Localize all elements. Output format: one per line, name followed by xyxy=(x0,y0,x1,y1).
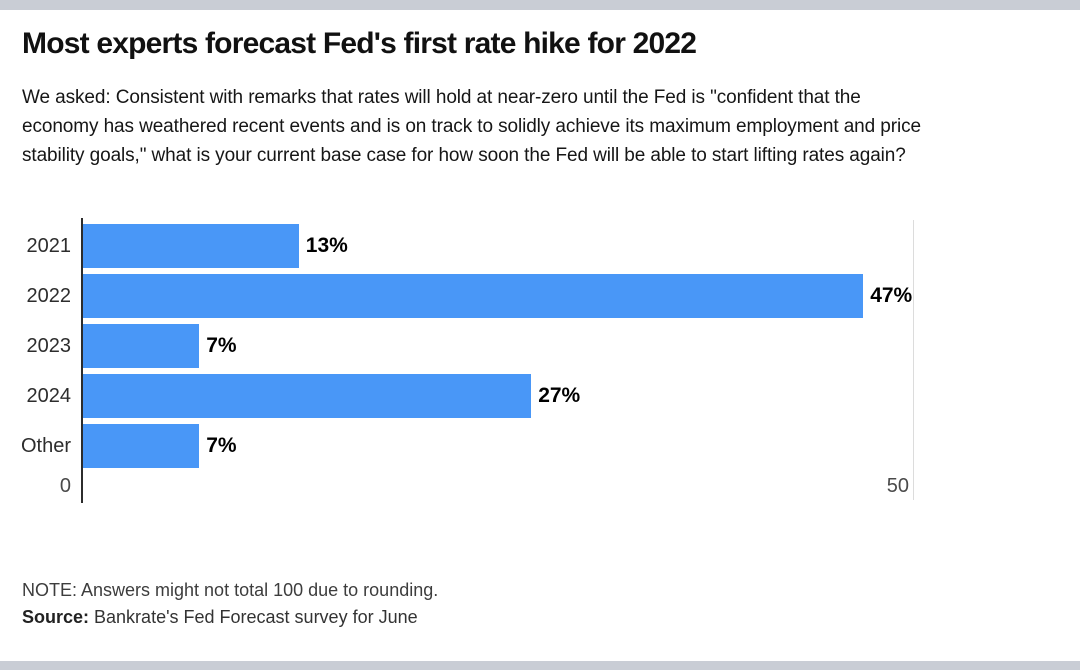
value-label: 7% xyxy=(206,334,237,357)
bar-chart: 2021 13% 2022 47% 2023 7% 2024 27% Other 7% 0 50 xyxy=(0,218,1080,503)
bar xyxy=(83,374,532,418)
bar-row-2023: 2023 7% xyxy=(0,321,1080,371)
subtitle-line-3: stability goals," what is your current b… xyxy=(22,145,906,166)
value-label: 7% xyxy=(206,434,237,457)
bar xyxy=(83,224,299,268)
bar xyxy=(83,324,200,368)
source-label: Source: xyxy=(22,607,90,627)
value-label: 13% xyxy=(305,234,348,257)
category-label: Other xyxy=(20,434,71,457)
y-axis-line xyxy=(81,218,83,503)
chart-subtitle: We asked: Consistent with remarks that r… xyxy=(22,83,921,170)
x-tick-0: 0 xyxy=(59,475,71,497)
bar-area: 47% xyxy=(83,274,912,318)
value-label: 27% xyxy=(538,384,581,407)
category-label: 2021 xyxy=(26,234,72,257)
bar-area: 7% xyxy=(83,424,237,468)
bottom-border-bar xyxy=(0,661,1080,670)
note-text: NOTE: Answers might not total 100 due to… xyxy=(22,580,439,600)
subtitle-line-2: economy has weathered recent events and … xyxy=(22,116,921,137)
subtitle-line-1: We asked: Consistent with remarks that r… xyxy=(22,87,861,108)
bar xyxy=(83,274,864,318)
bar-area: 27% xyxy=(83,374,580,418)
bars-container: 2021 13% 2022 47% 2023 7% 2024 27% Other 7% xyxy=(0,221,1080,471)
category-label: 2023 xyxy=(26,334,72,357)
chart-title: Most experts forecast Fed's first rate h… xyxy=(22,27,697,60)
top-border-bar xyxy=(0,0,1080,10)
x-tick-50: 50 xyxy=(886,475,909,497)
gridline-50 xyxy=(913,220,914,500)
source-line: Source: Bankrate's Fed Forecast survey f… xyxy=(22,607,418,628)
bar-row-other: Other 7% xyxy=(0,421,1080,471)
source-text: Bankrate's Fed Forecast survey for June xyxy=(89,607,418,627)
bar-area: 13% xyxy=(83,224,348,268)
bar-area: 7% xyxy=(83,324,237,368)
bar-row-2024: 2024 27% xyxy=(0,371,1080,421)
category-label: 2022 xyxy=(26,284,72,307)
category-label: 2024 xyxy=(26,384,72,407)
value-label: 47% xyxy=(870,284,913,307)
bar-row-2021: 2021 13% xyxy=(0,221,1080,271)
bar xyxy=(83,424,200,468)
bar-row-2022: 2022 47% xyxy=(0,271,1080,321)
